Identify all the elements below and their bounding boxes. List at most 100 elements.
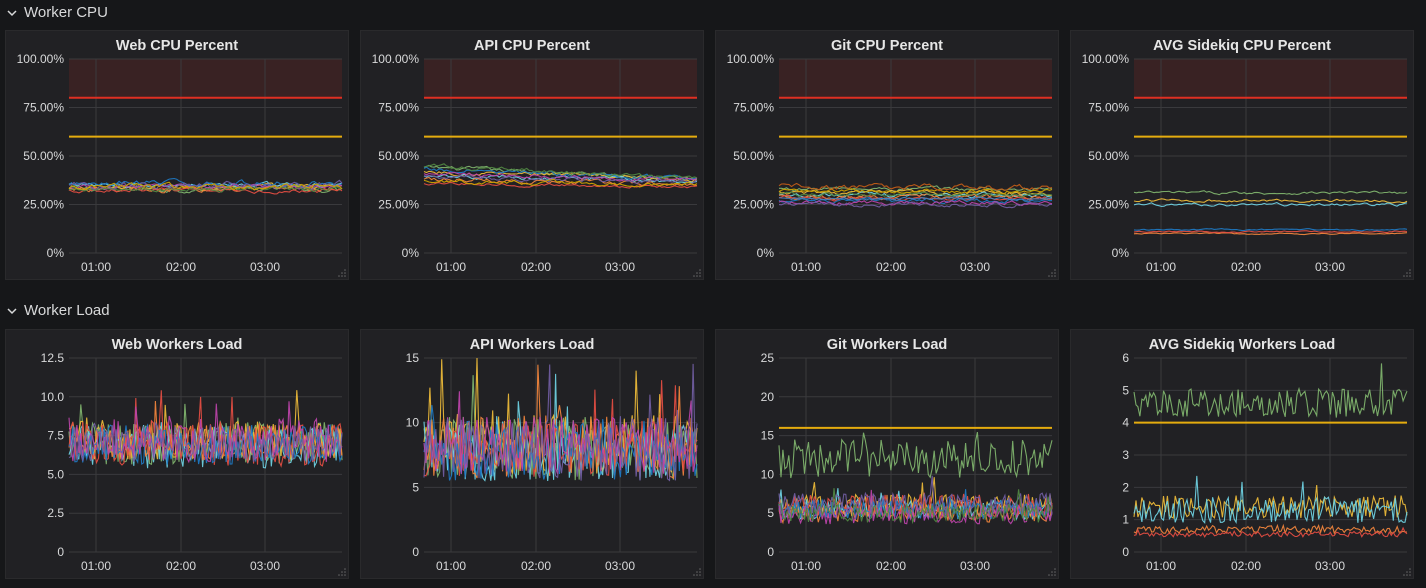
- y-tick-label: 0%: [1112, 246, 1130, 260]
- chart-graph[interactable]: 100.00% 75.00% 50.00% 25.00% 0% 01:00 02:00 03:…: [361, 31, 705, 281]
- y-tick-label: 5.0: [47, 467, 64, 481]
- series-line: [778, 196, 1053, 201]
- panel-api-cpu-percent[interactable]: 100.00% 75.00% 50.00% 25.00% 0% 01:00 02:00 03:…: [360, 30, 704, 280]
- x-tick-label: 01:00: [81, 559, 111, 573]
- y-tick-label: 0%: [757, 246, 775, 260]
- resize-handle-icon[interactable]: [693, 269, 701, 277]
- panel-web-cpu-percent[interactable]: 100.00% 75.00% 50.00% 25.00% 0% 01:00 02:00 03:…: [5, 30, 349, 280]
- y-tick-label: 5: [1122, 383, 1129, 397]
- resize-handle-icon[interactable]: [1048, 568, 1056, 576]
- series-line: [68, 421, 343, 462]
- resize-handle-icon[interactable]: [1048, 269, 1056, 277]
- series-line: [778, 194, 1053, 202]
- y-tick-label: 0: [1122, 545, 1129, 559]
- panel-avg-sidekiq-cpu-percent[interactable]: 100.00% 75.00% 50.00% 25.00% 0% 01:00 02:00 03:…: [1070, 30, 1414, 280]
- chart-graph[interactable]: 15 10 5 0 01:00 02:00 03:00: [361, 330, 705, 580]
- x-tick-label: 02:00: [876, 559, 906, 573]
- y-tick-label: 10: [761, 467, 775, 481]
- y-tick-label: 5: [767, 506, 774, 520]
- y-tick-label: 6: [1122, 351, 1129, 365]
- threshold-region: [1134, 59, 1407, 98]
- row-title: Worker Load: [24, 301, 110, 319]
- y-tick-label: 50.00%: [378, 149, 419, 163]
- y-tick-label: 0%: [402, 246, 420, 260]
- y-tick-label: 15: [761, 429, 775, 443]
- series-line: [778, 196, 1053, 205]
- resize-handle-icon[interactable]: [693, 568, 701, 576]
- panel-avg-sidekiq-workers-load[interactable]: 6 5 4 3 2 1 0 01:00 02:00 03:00 AVG Sidekiq Worker…: [1070, 329, 1414, 579]
- series-line: [1133, 198, 1408, 204]
- panel-title[interactable]: Web CPU Percent: [115, 38, 239, 54]
- resize-handle-icon[interactable]: [338, 269, 346, 277]
- series-line: [423, 363, 698, 482]
- x-tick-label: 02:00: [1231, 260, 1261, 274]
- panel-title[interactable]: Git Workers Load: [826, 337, 948, 353]
- chart-graph[interactable]: 6 5 4 3 2 1 0 01:00 02:00 03:00: [1071, 330, 1415, 580]
- row-title: Worker CPU: [24, 3, 108, 21]
- panel-title[interactable]: AVG Sidekiq CPU Percent: [1153, 38, 1331, 54]
- x-tick-label: 01:00: [436, 260, 466, 274]
- series-line: [1133, 232, 1408, 236]
- resize-handle-icon[interactable]: [1403, 568, 1411, 576]
- series-line: [778, 188, 1053, 195]
- y-tick-label: 25.00%: [378, 198, 419, 212]
- y-tick-label: 100.00%: [1082, 52, 1130, 66]
- y-tick-label: 1: [1122, 513, 1129, 527]
- series-line: [68, 187, 343, 195]
- x-tick-label: 03:00: [605, 559, 635, 573]
- series-line: [423, 176, 698, 187]
- x-tick-label: 02:00: [521, 260, 551, 274]
- y-tick-label: 2: [1122, 480, 1129, 494]
- series-line: [778, 488, 1053, 525]
- x-tick-label: 01:00: [791, 559, 821, 573]
- panel-api-workers-load[interactable]: 15 10 5 0 01:00 02:00 03:00 API Workers Load: [360, 329, 704, 579]
- series-line: [423, 174, 698, 185]
- resize-handle-icon[interactable]: [338, 568, 346, 576]
- series-line: [68, 177, 343, 188]
- y-tick-label: 50.00%: [1088, 149, 1129, 163]
- panel-title[interactable]: API Workers Load: [469, 337, 595, 353]
- y-tick-label: 0: [57, 545, 64, 559]
- panel-title[interactable]: Web Workers Load: [111, 337, 243, 353]
- x-tick-label: 03:00: [605, 260, 635, 274]
- y-tick-label: 0%: [47, 246, 65, 260]
- chart-graph[interactable]: 100.00% 75.00% 50.00% 25.00% 0% 01:00 02:00 03:…: [716, 31, 1060, 281]
- threshold-region: [69, 59, 342, 98]
- resize-handle-icon[interactable]: [1403, 269, 1411, 277]
- chevron-down-icon: [0, 302, 24, 319]
- panel-title[interactable]: Git CPU Percent: [831, 38, 943, 54]
- x-tick-label: 03:00: [960, 260, 990, 274]
- series-line: [1133, 190, 1408, 196]
- row-header-worker-load[interactable]: Worker Load: [0, 298, 110, 322]
- x-tick-label: 02:00: [521, 559, 551, 573]
- x-tick-label: 03:00: [960, 559, 990, 573]
- series-line: [778, 191, 1053, 198]
- series-line: [68, 183, 343, 191]
- x-tick-label: 01:00: [1146, 260, 1176, 274]
- panel-git-workers-load[interactable]: 25 20 15 10 5 0 01:00 02:00 03:00 Git Workers Loa…: [715, 329, 1059, 579]
- series-line: [1133, 202, 1408, 207]
- x-tick-label: 03:00: [250, 260, 280, 274]
- row-header-worker-cpu[interactable]: Worker CPU: [0, 0, 108, 24]
- chart-graph[interactable]: 100.00% 75.00% 50.00% 25.00% 0% 01:00 02:00 03:…: [6, 31, 350, 281]
- panel-title[interactable]: AVG Sidekiq Workers Load: [1148, 337, 1336, 353]
- y-tick-label: 75.00%: [733, 101, 774, 115]
- series-line: [1133, 363, 1408, 418]
- y-tick-label: 100.00%: [372, 52, 420, 66]
- y-tick-label: 7.5: [47, 429, 64, 443]
- y-tick-label: 10: [406, 416, 420, 430]
- series-line: [1133, 526, 1408, 538]
- panel-git-cpu-percent[interactable]: 100.00% 75.00% 50.00% 25.00% 0% 01:00 02:00 03:…: [715, 30, 1059, 280]
- series-line: [1133, 230, 1408, 234]
- panel-title[interactable]: API CPU Percent: [473, 38, 591, 54]
- series-line: [1133, 523, 1407, 535]
- chart-graph[interactable]: 12.5 10.0 7.5 5.0 2.5 0 01:00 02:00 03:00: [6, 330, 350, 580]
- chart-graph[interactable]: 100.00% 75.00% 50.00% 25.00% 0% 01:00 02:00 03:…: [1071, 31, 1415, 281]
- x-tick-label: 03:00: [1315, 260, 1345, 274]
- y-tick-label: 75.00%: [23, 101, 64, 115]
- x-tick-label: 01:00: [436, 559, 466, 573]
- y-tick-label: 25.00%: [23, 198, 64, 212]
- x-tick-label: 01:00: [1146, 559, 1176, 573]
- chart-graph[interactable]: 25 20 15 10 5 0 01:00 02:00 03:00: [716, 330, 1060, 580]
- panel-web-workers-load[interactable]: 12.5 10.0 7.5 5.0 2.5 0 01:00 02:00 03:00 Web Wor…: [5, 329, 349, 579]
